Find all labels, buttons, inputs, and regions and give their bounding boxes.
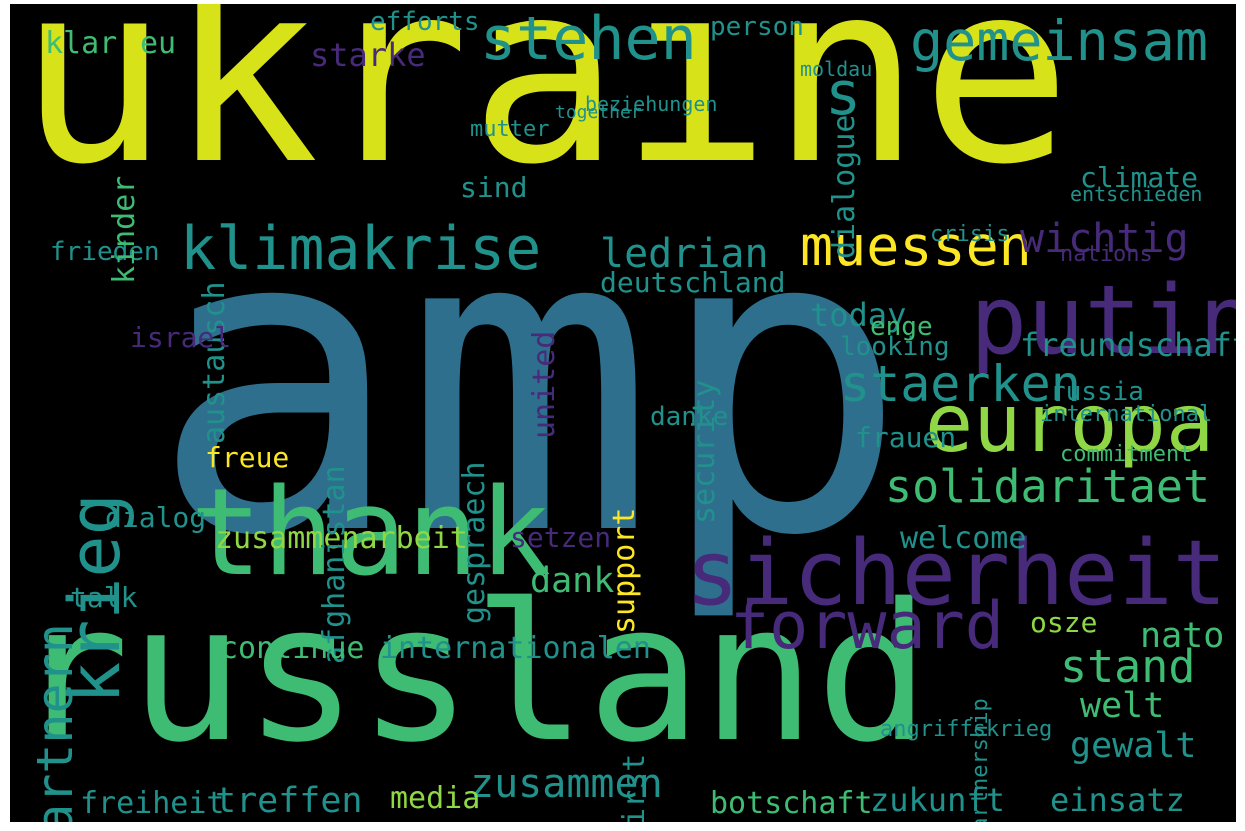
word-mutter: mutter xyxy=(470,117,550,142)
word-putin: putin xyxy=(970,266,1236,376)
word-einsatz: einsatz xyxy=(1050,781,1185,819)
word-continue: continue xyxy=(220,631,365,666)
word-muessen: muessen xyxy=(800,214,1032,278)
word-europa: europa xyxy=(925,377,1214,470)
word-looking: looking xyxy=(840,332,950,362)
word-entschieden: entschieden xyxy=(1070,182,1203,206)
word-forward: forward xyxy=(730,589,1004,664)
word-deutschland: deutschland xyxy=(600,266,786,299)
word-treffen: treffen xyxy=(215,781,363,821)
word-sind: sind xyxy=(460,171,528,204)
word-danke: danke xyxy=(650,402,729,432)
word-kinder: kinder xyxy=(107,175,142,284)
word-freiheit: freiheit xyxy=(80,786,225,821)
word-zukunft: zukunft xyxy=(870,781,1005,819)
word-thank: thank xyxy=(190,464,552,603)
word-freundschaft: freundschaft xyxy=(1020,326,1236,364)
word-together: together xyxy=(555,102,642,123)
word-welcome: welcome xyxy=(900,521,1027,556)
word-today: today xyxy=(810,296,907,334)
word-dialogue: dialogue xyxy=(827,114,862,260)
word-efforts: efforts xyxy=(370,7,480,37)
word-cloud: ukraine amp russland thank sicherheit putin eu… xyxy=(10,4,1236,822)
word-sicherheit: sicherheit xyxy=(685,521,1227,626)
word-stand: stand xyxy=(1060,640,1196,693)
word-beziehungen: beziehungen xyxy=(585,92,718,116)
word-commitment: commitment xyxy=(1060,442,1193,467)
word-s: s xyxy=(825,59,862,129)
word-zusammenarbeit: zusammenarbeit xyxy=(215,521,468,556)
word-support: support xyxy=(607,507,642,634)
word-solidaritaet: solidaritaet xyxy=(885,460,1211,513)
word-austausch: austausch xyxy=(197,281,232,444)
word-russia: russia xyxy=(1050,377,1144,407)
word-klar: klar xyxy=(45,26,118,61)
word-climate: climate xyxy=(1080,161,1199,194)
word-freue: freue xyxy=(205,441,290,474)
word-frieden: frieden xyxy=(50,237,160,267)
word-starke: starke xyxy=(310,36,426,74)
word-dank: dank xyxy=(530,561,615,601)
word-frauen: frauen xyxy=(855,421,957,454)
word-eu: eu xyxy=(140,26,177,61)
word-first: first xyxy=(617,753,652,822)
word-nato: nato xyxy=(1140,616,1225,656)
word-amp: amp xyxy=(150,139,909,628)
word-stehen: stehen xyxy=(480,4,697,74)
word-gemeinsam: gemeinsam xyxy=(910,9,1209,73)
word-botschaft: botschaft xyxy=(710,786,873,821)
word-wichtig: wichtig xyxy=(1020,216,1189,262)
word-international: international xyxy=(1040,402,1213,427)
word-staerken: staerken xyxy=(840,355,1081,413)
word-nations: nations xyxy=(1060,242,1153,267)
word-ukraine: ukraine xyxy=(18,4,1072,219)
word-setzen: setzen xyxy=(510,521,612,554)
word-crisis: crisis xyxy=(930,222,1010,247)
word-klimakrise: klimakrise xyxy=(180,214,542,284)
word-ledrian: ledrian xyxy=(600,231,769,277)
word-media: media xyxy=(390,781,481,816)
word-gewalt: gewalt xyxy=(1070,726,1197,766)
word-person: person xyxy=(710,12,804,42)
word-zusammen: zusammen xyxy=(470,761,663,807)
word-internationalen: internationalen xyxy=(380,631,651,666)
word-moldau: moldau xyxy=(800,57,873,81)
word-enge: enge xyxy=(870,312,933,342)
word-angriffskrieg: angriffskrieg xyxy=(880,717,1053,742)
word-welt: welt xyxy=(1080,686,1165,726)
word-talk: talk xyxy=(70,581,138,614)
word-russland: russland xyxy=(15,563,931,784)
word-partnern: partnern xyxy=(26,623,84,822)
word-israel: israel xyxy=(130,321,232,354)
word-dialog: dialog xyxy=(105,501,207,534)
word-osze: osze xyxy=(1030,606,1098,639)
word-gespraech: gespraech xyxy=(457,461,492,624)
word-united: united xyxy=(527,330,562,439)
